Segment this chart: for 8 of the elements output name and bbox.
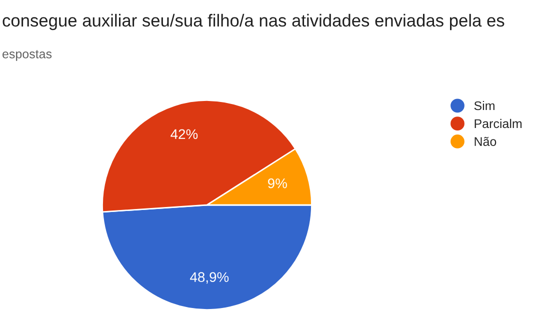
- legend-label: Não: [474, 136, 496, 146]
- data-label: 42%: [170, 129, 198, 139]
- legend-label: Sim: [474, 101, 494, 110]
- legend-label: Parcialm: [474, 118, 522, 128]
- data-label: 48,9%: [190, 272, 229, 284]
- data-label: 9%: [268, 178, 287, 188]
- chart-title: consegue auxiliar seu/sua filho/a nas atividades enviadas pela es: [2, 14, 504, 30]
- chart-subtitle: espostas: [2, 50, 52, 61]
